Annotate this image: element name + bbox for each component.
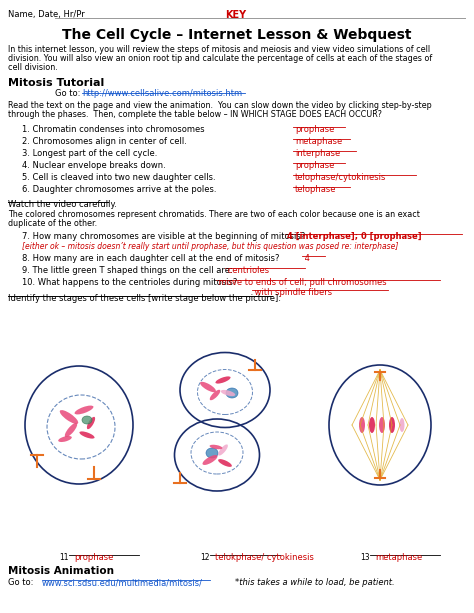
Text: prophase: prophase xyxy=(295,161,334,170)
Text: 4. Nuclear envelope breaks down.: 4. Nuclear envelope breaks down. xyxy=(22,161,166,170)
Text: [either ok – mitosis doesn’t really start until prophase, but this question was : [either ok – mitosis doesn’t really star… xyxy=(22,242,398,251)
Ellipse shape xyxy=(200,382,216,392)
Text: division. You will also view an onion root tip and calculate the percentage of c: division. You will also view an onion ro… xyxy=(8,54,432,63)
Text: Watch the video carefully.: Watch the video carefully. xyxy=(8,200,117,209)
Text: 11: 11 xyxy=(59,553,69,562)
Text: centrioles: centrioles xyxy=(225,266,269,275)
Text: *this takes a while to load, be patient.: *this takes a while to load, be patient. xyxy=(235,578,395,587)
Text: prophase: prophase xyxy=(295,125,334,134)
Ellipse shape xyxy=(58,436,72,442)
Text: telophase: telophase xyxy=(295,185,337,194)
Ellipse shape xyxy=(65,423,77,437)
Text: 12: 12 xyxy=(200,553,210,562)
Text: The colored chromosomes represent chromatids. There are two of each color becaus: The colored chromosomes represent chroma… xyxy=(8,210,420,219)
Ellipse shape xyxy=(202,455,218,465)
Ellipse shape xyxy=(206,448,218,458)
Text: 5. Cell is cleaved into two new daughter cells.: 5. Cell is cleaved into two new daughter… xyxy=(22,173,216,182)
Text: telophase/cytokinesis: telophase/cytokinesis xyxy=(295,173,386,182)
Text: prophase: prophase xyxy=(74,553,113,562)
Ellipse shape xyxy=(379,417,385,433)
Text: metaphase: metaphase xyxy=(375,553,422,562)
Ellipse shape xyxy=(218,444,228,455)
Text: 2. Chromosomes align in center of cell.: 2. Chromosomes align in center of cell. xyxy=(22,137,187,146)
Ellipse shape xyxy=(400,418,404,432)
Text: Name, Date, Hr/Pr: Name, Date, Hr/Pr xyxy=(8,10,85,19)
Ellipse shape xyxy=(226,388,238,398)
Text: 1. Chromatin condenses into chromosomes: 1. Chromatin condenses into chromosomes xyxy=(22,125,205,134)
Text: 4 [interphase]; 0 [prophase]: 4 [interphase]; 0 [prophase] xyxy=(284,232,422,241)
Text: Mitosis Tutorial: Mitosis Tutorial xyxy=(8,78,104,88)
Ellipse shape xyxy=(389,417,395,433)
Text: move to ends of cell; pull chromosomes: move to ends of cell; pull chromosomes xyxy=(216,278,387,287)
Text: Go to:: Go to: xyxy=(8,578,36,587)
Text: 10. What happens to the centrioles during mitosis?: 10. What happens to the centrioles durin… xyxy=(22,278,237,287)
Text: In this internet lesson, you will review the steps of mitosis and meiosis and vi: In this internet lesson, you will review… xyxy=(8,45,430,54)
Ellipse shape xyxy=(221,390,235,396)
Text: 7. How many chromosomes are visible at the beginning of mitosis?: 7. How many chromosomes are visible at t… xyxy=(22,232,305,241)
Text: The Cell Cycle – Internet Lesson & Webquest: The Cell Cycle – Internet Lesson & Webqu… xyxy=(62,28,412,42)
Text: interphase: interphase xyxy=(295,149,340,158)
Text: Identify the stages of these cells [write stage below the picture]:: Identify the stages of these cells [writ… xyxy=(8,294,281,303)
Ellipse shape xyxy=(210,390,220,400)
Text: through the phases.  Then, complete the table below – IN WHICH STAGE DOES EACH O: through the phases. Then, complete the t… xyxy=(8,110,382,119)
Text: 6. Daughter chromosomes arrive at the poles.: 6. Daughter chromosomes arrive at the po… xyxy=(22,185,217,194)
Text: metaphase: metaphase xyxy=(295,137,342,146)
Text: 3. Longest part of the cell cycle.: 3. Longest part of the cell cycle. xyxy=(22,149,157,158)
Ellipse shape xyxy=(60,410,78,424)
Text: http://www.cellsalive.com/mitosis.htm: http://www.cellsalive.com/mitosis.htm xyxy=(82,89,242,98)
Ellipse shape xyxy=(87,417,95,429)
Text: www.sci.sdsu.edu/multimedia/mitosis/: www.sci.sdsu.edu/multimedia/mitosis/ xyxy=(42,578,203,587)
Ellipse shape xyxy=(216,376,230,384)
Ellipse shape xyxy=(82,416,92,424)
Text: Mitosis Animation: Mitosis Animation xyxy=(8,566,114,576)
Ellipse shape xyxy=(218,459,232,467)
Text: with spindle fibers: with spindle fibers xyxy=(252,288,332,297)
Text: telokphase/ cytokinesis: telokphase/ cytokinesis xyxy=(215,553,314,562)
Ellipse shape xyxy=(369,417,375,433)
Ellipse shape xyxy=(210,444,222,449)
Text: Go to:: Go to: xyxy=(55,89,83,98)
Text: 13: 13 xyxy=(360,553,370,562)
Ellipse shape xyxy=(359,417,365,433)
Text: cell division.: cell division. xyxy=(8,63,58,72)
Text: 8. How many are in each daughter cell at the end of mitosis?: 8. How many are in each daughter cell at… xyxy=(22,254,280,263)
Text: 4: 4 xyxy=(302,254,310,263)
Ellipse shape xyxy=(80,432,95,439)
Text: duplicate of the other.: duplicate of the other. xyxy=(8,219,97,228)
Text: Read the text on the page and view the animation.  You can slow down the video b: Read the text on the page and view the a… xyxy=(8,101,432,110)
Text: 9. The little green T shaped things on the cell are:: 9. The little green T shaped things on t… xyxy=(22,266,233,275)
Text: KEY: KEY xyxy=(225,10,246,20)
Ellipse shape xyxy=(74,406,93,414)
